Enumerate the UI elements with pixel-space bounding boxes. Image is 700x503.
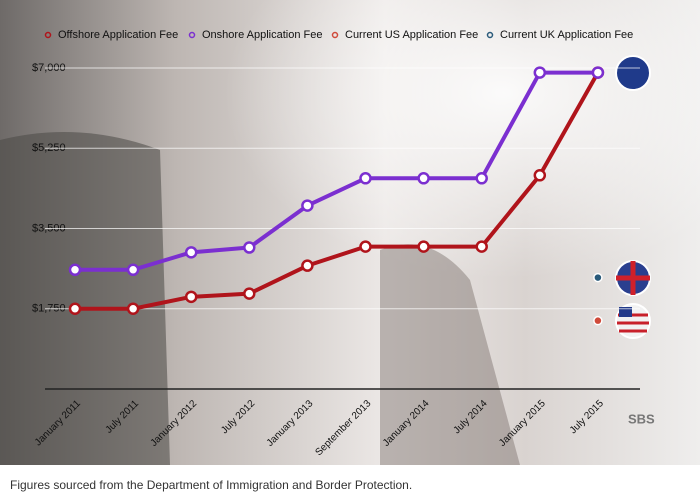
- data-point: [533, 66, 547, 79]
- data-point: [417, 172, 430, 185]
- data-point: [126, 263, 140, 277]
- flag-uk: [615, 260, 651, 296]
- photo-shape: [0, 132, 170, 465]
- data-point: [593, 272, 603, 283]
- flag-us: [615, 303, 651, 339]
- data-point: [301, 199, 314, 212]
- data-point: [475, 240, 488, 253]
- series-line: [75, 71, 600, 311]
- data-point: [593, 315, 603, 326]
- data-point: [359, 172, 372, 185]
- data-point: [533, 169, 547, 182]
- data-point: [184, 246, 198, 259]
- data-point: [68, 302, 82, 315]
- data-point: [475, 172, 488, 185]
- legend-marker: [486, 31, 494, 39]
- data-point: [359, 240, 372, 253]
- data-point: [184, 290, 198, 304]
- legend-marker: [331, 31, 339, 39]
- legend-marker: [44, 31, 52, 39]
- legend-marker: [188, 31, 196, 39]
- logo: SBS: [628, 411, 655, 426]
- data-point: [301, 259, 314, 272]
- data-point: [591, 66, 605, 79]
- data-point: [417, 240, 430, 253]
- legend-label: Current US Application Fee: [345, 29, 478, 41]
- data-point: [68, 263, 82, 277]
- legend-label: Onshore Application Fee: [202, 29, 322, 41]
- flag-au: [615, 55, 651, 91]
- data-point: [126, 302, 140, 315]
- photo-shape: [380, 244, 520, 465]
- legend-label: Offshore Application Fee: [58, 29, 178, 41]
- series-line: [75, 70, 598, 272]
- caption: Figures sourced from the Department of I…: [10, 478, 413, 492]
- data-point: [243, 287, 256, 300]
- data-point: [243, 241, 256, 254]
- legend-label: Current UK Application Fee: [500, 29, 633, 41]
